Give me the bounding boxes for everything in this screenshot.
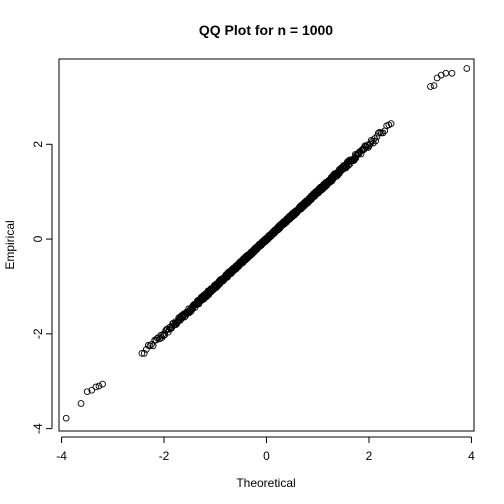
data-point bbox=[138, 350, 146, 357]
data-point bbox=[99, 380, 106, 388]
data-point bbox=[83, 388, 91, 396]
data-points bbox=[62, 65, 471, 422]
data-point bbox=[95, 382, 103, 390]
x-tick-label: -4 bbox=[56, 449, 67, 463]
y-tick-label: -4 bbox=[31, 423, 45, 434]
y-tick-label: -2 bbox=[31, 328, 45, 339]
data-point bbox=[427, 83, 434, 90]
data-point bbox=[433, 74, 441, 82]
x-tick-label: 4 bbox=[468, 449, 475, 463]
data-point bbox=[387, 120, 395, 127]
x-tick-label: 0 bbox=[263, 449, 270, 463]
y-tick-label: 2 bbox=[31, 141, 45, 148]
data-point bbox=[430, 82, 438, 89]
data-point bbox=[88, 386, 96, 394]
data-point bbox=[357, 150, 365, 158]
data-point bbox=[77, 400, 85, 407]
data-point bbox=[140, 350, 148, 357]
data-point bbox=[92, 383, 100, 391]
data-point bbox=[62, 414, 70, 422]
y-tick-label: 0 bbox=[31, 235, 45, 242]
chart-title: QQ Plot for n = 1000 bbox=[199, 22, 333, 38]
data-point bbox=[379, 129, 387, 137]
data-point bbox=[372, 137, 380, 145]
data-point bbox=[375, 129, 382, 137]
y-axis-label: Empirical bbox=[3, 220, 17, 269]
x-axis-label: Theoretical bbox=[236, 476, 295, 490]
data-point bbox=[146, 342, 154, 350]
plot-frame bbox=[58, 58, 475, 432]
x-tick-label: -2 bbox=[159, 449, 170, 463]
y-axis: -4 -2 0 2 bbox=[31, 141, 53, 434]
data-point bbox=[463, 65, 471, 72]
data-point bbox=[448, 69, 456, 77]
data-point bbox=[142, 346, 150, 353]
x-axis: -4 -2 0 2 4 bbox=[56, 436, 475, 463]
data-point bbox=[437, 71, 445, 79]
x-tick-label: 2 bbox=[366, 449, 373, 463]
